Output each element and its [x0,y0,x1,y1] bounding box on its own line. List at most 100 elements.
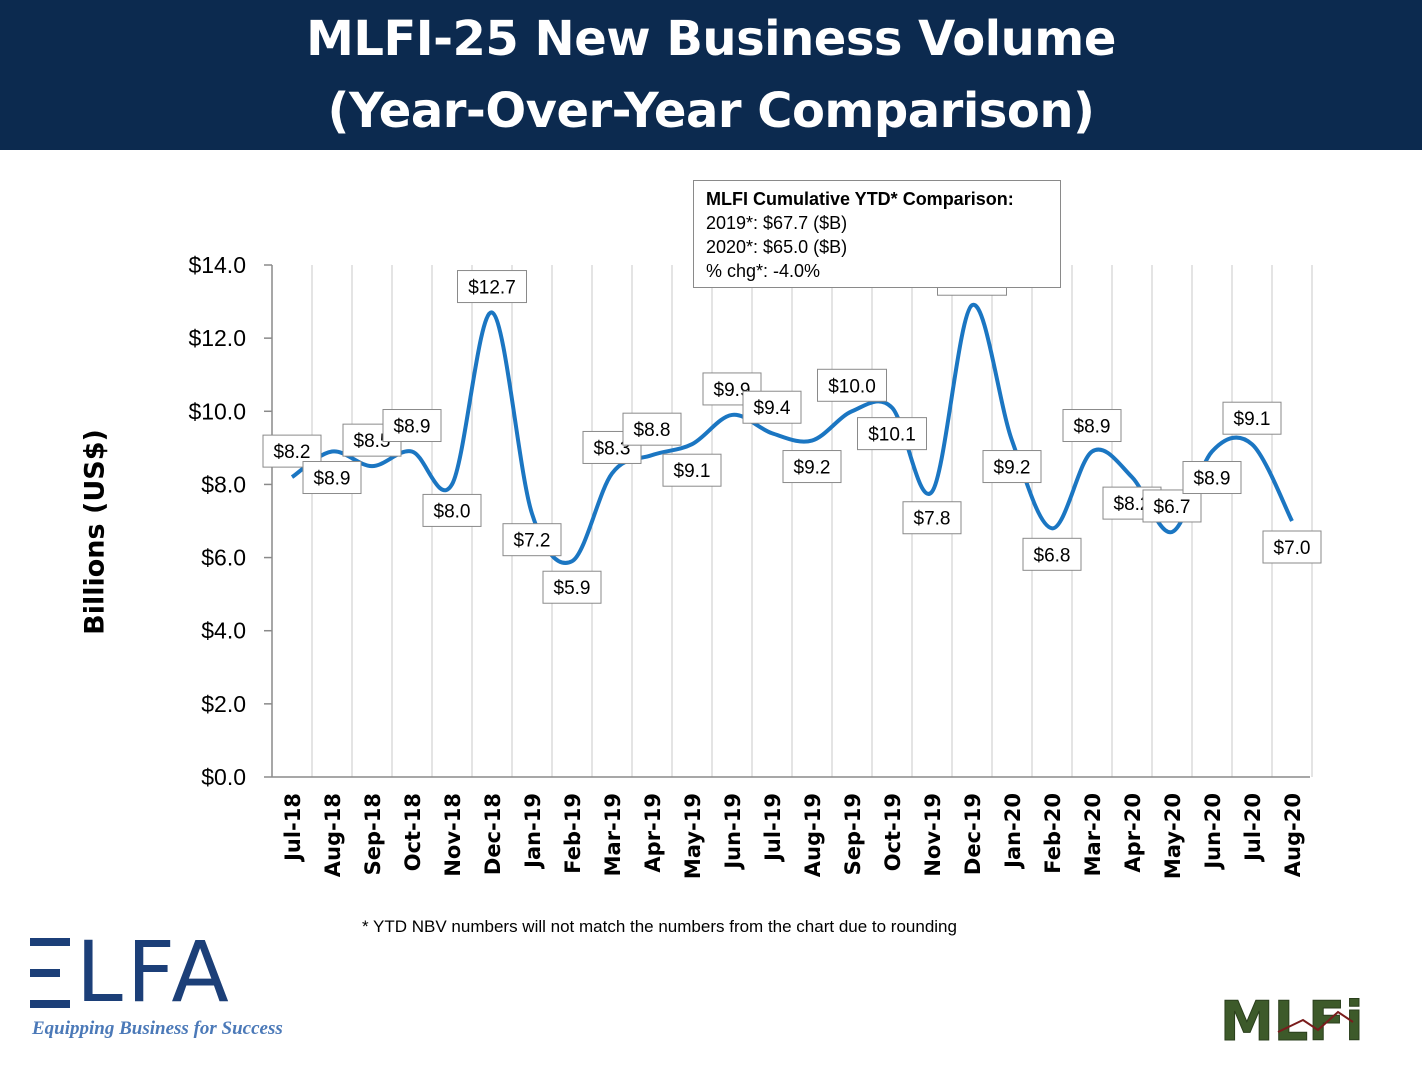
data-label-box [902,501,962,535]
elfa-e-bars-icon [30,938,70,1008]
data-label-box [1142,489,1202,523]
x-tick-label: Nov-18 [441,793,465,877]
ytd-2019: 2019*: $67.7 ($B) [706,213,848,233]
axes: $0.0 $2.0 $4.0 $6.0 $8.0 $10.0 $12.0 $14.0 Jul-1… [188,252,1310,879]
data-label: $6.7 [1154,497,1191,518]
data-label: $8.0 [434,501,471,522]
footnote: * YTD NBV numbers will not match the num… [362,917,957,936]
data-label-box [1062,409,1122,443]
data-label-box [857,417,927,451]
data-label: $7.8 [914,509,951,530]
x-tick-label: Oct-18 [401,793,425,871]
x-tick-label: Feb-20 [1041,793,1065,874]
x-tick-label: Jul-19 [761,793,785,863]
elfa-logo: LFA Equipping Business for Success [30,928,320,1040]
x-tick-label: Jul-18 [281,793,305,863]
x-tick-label: May-19 [681,793,705,879]
data-label: $8.9 [314,469,351,490]
x-tick-label: Jun-20 [1201,793,1225,871]
x-tick-label: Mar-20 [1081,793,1105,876]
y-tick-label: $10.0 [188,398,246,424]
data-label-box [662,453,722,487]
data-label: $8.8 [634,420,671,441]
data-label-box [542,570,602,604]
data-label-box [817,368,887,402]
data-label-box [742,390,802,424]
data-label: $9.4 [754,398,791,419]
y-tick-label: $0.0 [201,764,246,790]
data-label: $8.2 [1114,494,1151,515]
data-label: $9.1 [1234,409,1271,430]
data-label: $7.2 [514,531,551,552]
data-label: $8.2 [274,442,311,463]
x-tick-label: Jan-20 [1001,793,1025,870]
ytd-2020: 2020*: $65.0 ($B) [706,237,848,257]
data-label: $8.9 [394,417,431,438]
data-label-box [1222,401,1282,435]
x-tick-label: Aug-19 [801,793,825,877]
ytd-pct-change: % chg*: -4.0% [706,261,821,281]
x-tick-label: Sep-18 [361,793,385,875]
x-tick-label: Oct-19 [881,793,905,871]
data-label-box [502,523,562,557]
series-line [290,303,1294,565]
x-tick-label: May-20 [1161,793,1185,879]
series-line-layer [290,303,1294,565]
data-label-box [422,493,482,527]
x-tick-label: Jun-19 [721,793,745,871]
y-tick-label: $12.0 [188,325,246,351]
x-tick-label: Apr-19 [641,793,665,873]
y-tick-label: $14.0 [188,252,246,278]
data-label: $9.2 [794,458,831,479]
data-label: $6.8 [1034,545,1071,566]
elfa-tagline: Equipping Business for Success [32,1018,283,1039]
data-label-box [382,409,442,443]
data-label-box [457,270,527,304]
y-axis-label: Billions (US$) [79,429,111,635]
x-tick-label: Jul-20 [1241,793,1265,863]
data-label: $12.7 [468,278,516,299]
x-tick-label: Feb-19 [561,793,585,874]
data-label: $8.9 [1074,417,1111,438]
x-tick-label: Nov-19 [921,793,945,877]
y-tick-label: $6.0 [201,545,246,571]
x-tick-label: Dec-18 [481,793,505,875]
data-label-box [782,450,842,484]
data-label: $9.2 [994,458,1031,479]
page-title-line-2: (Year-Over-Year Comparison) [327,83,1095,139]
ytd-heading: MLFI Cumulative YTD* Comparison: [706,189,1014,209]
x-tick-label: Sep-19 [841,793,865,875]
data-label: $7.0 [1274,538,1311,559]
ytd-comparison-box: MLFI Cumulative YTD* Comparison: 2019*: … [693,180,1061,288]
data-label-box [1182,461,1242,495]
elfa-letters: LFA [76,923,233,1021]
data-label-box [1022,537,1082,571]
x-tick-label: Dec-19 [961,793,985,875]
elfa-wordmark: LFA [30,923,320,1021]
page-title-line-1: MLFI-25 New Business Volume [306,11,1116,67]
data-label: $10.0 [828,376,876,397]
data-label: $8.9 [1194,469,1231,490]
data-label-box [302,461,362,495]
data-label: $10.1 [868,425,916,446]
data-label-box [262,434,322,468]
title-banner: MLFI-25 New Business Volume (Year-Over-Y… [0,0,1422,150]
mlfi-chart-swoosh-icon [1277,1010,1354,1033]
data-label: $9.1 [674,461,711,482]
mlfi-logo: MLFi [1220,990,1365,1052]
mlfi-logo-text: MLFi [1220,990,1364,1052]
data-label-box [1262,530,1322,564]
line-chart: $0.0 $2.0 $4.0 $6.0 $8.0 $10.0 $12.0 $14.0 Jul-1… [188,252,1322,879]
x-tick-label: Mar-19 [601,793,625,876]
x-tick-label: Apr-20 [1121,793,1145,873]
y-tick-label: $4.0 [201,618,246,644]
data-label: $8.3 [594,438,631,459]
y-tick-label: $8.0 [201,471,246,497]
x-tick-label: Aug-20 [1281,793,1305,877]
y-tick-label: $2.0 [201,691,246,717]
x-tick-label: Aug-18 [321,793,345,877]
data-label: $8.5 [354,431,391,452]
data-label-box [622,412,682,446]
data-label: $5.9 [554,578,591,599]
data-label: $9.9 [714,380,751,401]
